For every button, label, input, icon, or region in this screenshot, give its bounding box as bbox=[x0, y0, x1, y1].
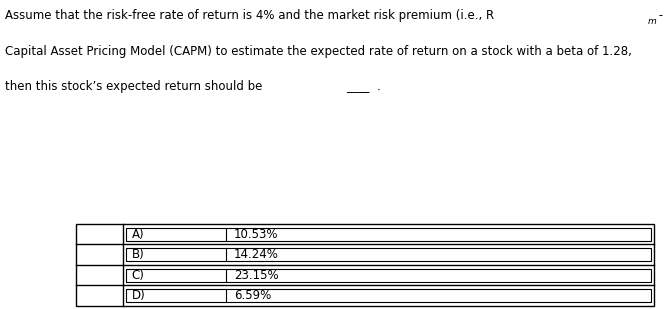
Bar bbox=[126, 248, 651, 261]
Text: Capital Asset Pricing Model (CAPM) to estimate the expected rate of return on a : Capital Asset Pricing Model (CAPM) to es… bbox=[5, 45, 632, 58]
Text: 6.59%: 6.59% bbox=[234, 289, 271, 302]
Text: then this stock’s expected return should be: then this stock’s expected return should… bbox=[5, 80, 266, 93]
Bar bbox=[76, 224, 654, 306]
Text: A): A) bbox=[131, 228, 144, 241]
Text: - R: - R bbox=[655, 9, 664, 22]
Text: 23.15%: 23.15% bbox=[234, 269, 278, 282]
Text: D): D) bbox=[131, 289, 145, 302]
Text: C): C) bbox=[131, 269, 144, 282]
Text: 14.24%: 14.24% bbox=[234, 248, 279, 261]
Text: m: m bbox=[647, 17, 656, 26]
Bar bbox=[126, 289, 651, 302]
Bar bbox=[126, 269, 651, 282]
Bar bbox=[126, 228, 651, 241]
Text: .: . bbox=[376, 80, 380, 93]
Text: 10.53%: 10.53% bbox=[234, 228, 278, 241]
Text: ____: ____ bbox=[346, 80, 369, 93]
Text: Assume that the risk-free rate of return is 4% and the market risk premium (i.e.: Assume that the risk-free rate of return… bbox=[5, 9, 495, 22]
Text: B): B) bbox=[131, 248, 144, 261]
